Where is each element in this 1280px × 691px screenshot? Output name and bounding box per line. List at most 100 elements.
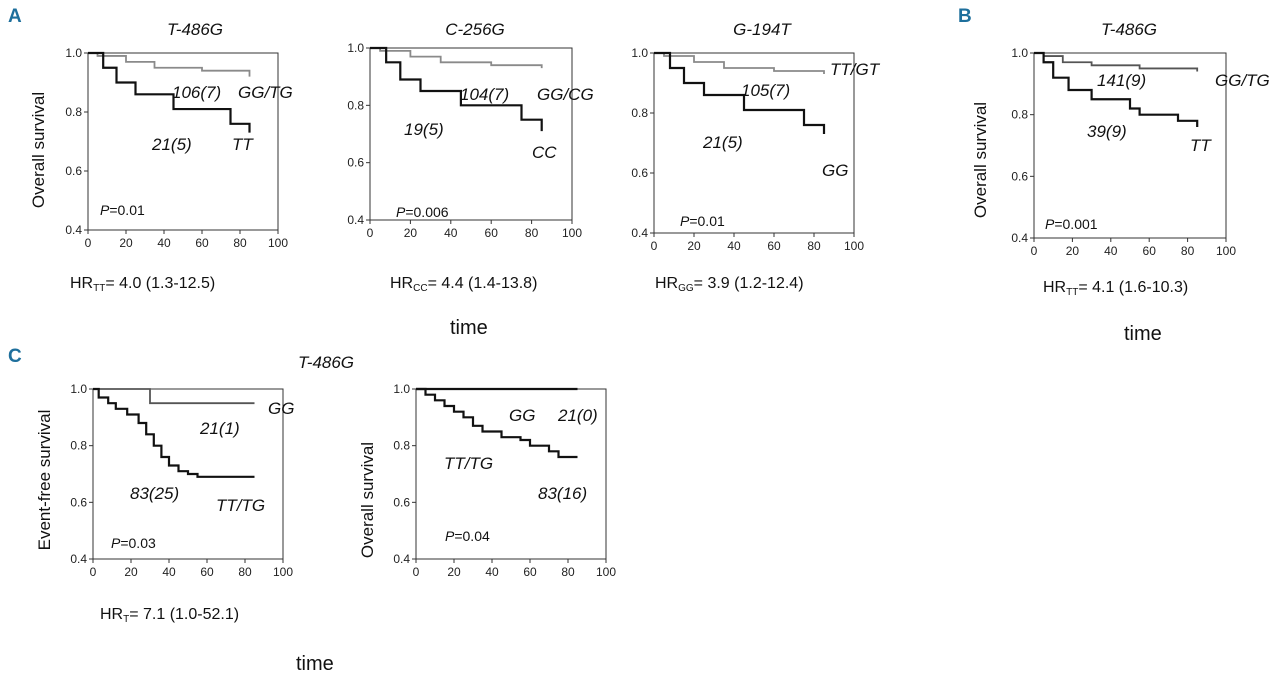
chart-a2-xtick-label-3: 60: [485, 226, 499, 240]
chart-c2-p-value: P=0.04: [445, 528, 490, 544]
chart-a2-title: C-256G: [445, 20, 505, 39]
chart-b-xtick-label-4: 80: [1181, 244, 1195, 258]
chart-c1-frame: [92, 388, 284, 560]
chart-c2-xtick-label-3: 60: [523, 565, 537, 579]
chart-a2-series-0-count: 104(7): [460, 85, 509, 104]
chart-a3-xtick-label-0: 0: [651, 239, 658, 253]
chart-c1-ytick-label-0: 1.0: [70, 382, 87, 396]
chart-c1-title: T-486G: [298, 353, 354, 372]
chart-a1-ylabel: Overall survival: [29, 92, 48, 208]
chart-b-p-value: P=0.001: [1045, 216, 1098, 232]
chart-c2-series-0-count: 21(0): [557, 406, 598, 425]
chart-b-frame: [1033, 52, 1227, 239]
chart-a2-p-value: P=0.006: [396, 204, 449, 220]
time-label-c: time: [296, 653, 334, 675]
chart-a3-ytick-label-3: 0.4: [631, 226, 648, 240]
chart-c2-xtick-label-5: 100: [596, 565, 616, 579]
chart-a2-ytick-label-3: 0.4: [347, 213, 364, 227]
chart-b-series-0-count: 141(9): [1097, 71, 1146, 90]
chart-a3-hazard-ratio: HRGG= 3.9 (1.2-12.4): [655, 275, 804, 294]
chart-a3-series-0-count: 105(7): [741, 81, 790, 100]
chart-c1-ytick-label-1: 0.8: [70, 439, 87, 453]
chart-a2-xtick-label-0: 0: [367, 226, 374, 240]
chart-a3-xtick-label-2: 40: [727, 239, 741, 253]
chart-a1-series-1-name: TT: [232, 135, 254, 154]
chart-a2-frame: [369, 47, 573, 221]
chart-c2-series-1-name: TT/TG: [444, 454, 493, 473]
chart-b-xtick-label-3: 60: [1143, 244, 1157, 258]
chart-c1-ytick-label-2: 0.6: [70, 495, 87, 509]
chart-c1-ylabel: Event-free survival: [35, 410, 54, 551]
chart-a1-hazard-ratio: HRTT= 4.0 (1.3-12.5): [70, 275, 215, 294]
chart-c1-p-value: P=0.03: [111, 535, 156, 551]
chart-a1-group: 0 20 40 60 80 100 1.0 0.8 0.6 0.4 T-486G Overall su…: [29, 20, 293, 294]
chart-c2-ytick-label-1: 0.8: [393, 439, 410, 453]
chart-c2-xtick-label-1: 20: [447, 565, 461, 579]
chart-b-ytick-label-1: 0.8: [1011, 108, 1028, 122]
chart-c2-ylabel: Overall survival: [358, 442, 377, 558]
panel-label-a: A: [8, 6, 22, 27]
chart-a1-xtick-label-3: 60: [195, 236, 209, 250]
chart-a1-xtick-label-5: 100: [268, 236, 288, 250]
chart-a2-series-1-line: [370, 46, 543, 132]
chart-b-series-1-line: [1034, 51, 1199, 127]
chart-c1-series-0-name: GG: [268, 399, 294, 418]
chart-a2-ytick-label-1: 0.8: [347, 98, 364, 112]
chart-a1-p-value: P=0.01: [100, 202, 145, 218]
chart-a1-series-1-count: 21(5): [151, 135, 192, 154]
chart-b-series-0-name: GG/TG: [1215, 71, 1270, 90]
chart-a3-xtick-label-3: 60: [767, 239, 781, 253]
chart-a3-series-0-name: TT/GT: [830, 60, 881, 79]
chart-c1-xtick-label-2: 40: [162, 565, 176, 579]
chart-a2-xtick-label-1: 20: [404, 226, 418, 240]
chart-a3-series-1-line: [654, 51, 826, 134]
chart-a2-series-1-name: CC: [532, 143, 557, 162]
chart-b-title: T-486G: [1101, 20, 1157, 39]
chart-a2-group: 0 20 40 60 80 100 1.0 0.8 0.6 0.4 C-256G 104(7) GG/C…: [347, 20, 593, 294]
chart-c1-group: 0 20 40 60 80 100 1.0 0.8 0.6 0.4 T-486G Event-free…: [35, 353, 354, 625]
chart-b-xtick-label-5: 100: [1216, 244, 1236, 258]
chart-c2-xtick-label-4: 80: [561, 565, 575, 579]
chart-c1-xtick-label-0: 0: [90, 565, 97, 579]
chart-b-series-1-name: TT: [1190, 136, 1212, 155]
chart-c2-series-1-count: 83(16): [538, 484, 587, 503]
chart-c1-xtick-label-4: 80: [238, 565, 252, 579]
chart-a3-series-1-count: 21(5): [702, 133, 743, 152]
chart-a1-series-0-line: [88, 52, 251, 77]
chart-a1-series-1-line: [88, 51, 251, 133]
chart-a2-hazard-ratio: HRCC= 4.4 (1.4-13.8): [390, 275, 537, 294]
chart-c1-series-1-count: 83(25): [130, 484, 179, 503]
chart-a1-ytick-label-0: 1.0: [65, 46, 82, 60]
chart-a1-series-0-count: 106(7): [172, 83, 221, 102]
chart-b-hazard-ratio: HRTT= 4.1 (1.6-10.3): [1043, 279, 1188, 298]
chart-c1-xtick-label-1: 20: [124, 565, 138, 579]
chart-a3-xtick-label-4: 80: [807, 239, 821, 253]
chart-a1-ytick-label-2: 0.6: [65, 164, 82, 178]
chart-a1-ytick-label-1: 0.8: [65, 105, 82, 119]
chart-c2-ytick-label-0: 1.0: [393, 382, 410, 396]
chart-b-ytick-label-3: 0.4: [1011, 231, 1028, 245]
chart-b-ytick-label-0: 1.0: [1011, 46, 1028, 60]
chart-a3-group: 0 20 40 60 80 100 1.0 0.8 0.6 0.4 G-194T 105(7) TT/G…: [631, 20, 880, 294]
chart-c1-series-1-line: [93, 387, 255, 478]
chart-a3-title: G-194T: [733, 20, 792, 39]
panel-label-c: C: [8, 346, 22, 367]
chart-b-xtick-label-1: 20: [1066, 244, 1080, 258]
chart-a2-series-0-name: GG/CG: [537, 85, 594, 104]
chart-b-series-0-line: [1034, 52, 1199, 72]
chart-c1-series-0-count: 21(1): [199, 419, 240, 438]
chart-a1-xtick-label-1: 20: [119, 236, 133, 250]
panel-label-b: B: [958, 6, 972, 27]
chart-c2-ytick-label-2: 0.6: [393, 495, 410, 509]
chart-a3-frame: [653, 52, 855, 234]
chart-a2-series-1-count: 19(5): [404, 120, 444, 139]
chart-b-xtick-label-2: 40: [1104, 244, 1118, 258]
chart-a3-p-value: P=0.01: [680, 213, 725, 229]
time-label-a: time: [450, 317, 488, 339]
chart-a1-ytick-label-3: 0.4: [65, 223, 82, 237]
chart-a3-ytick-label-1: 0.8: [631, 106, 648, 120]
chart-a3-series-0-line: [654, 52, 825, 74]
chart-b-xtick-label-0: 0: [1031, 244, 1038, 258]
chart-a1-title: T-486G: [167, 20, 223, 39]
